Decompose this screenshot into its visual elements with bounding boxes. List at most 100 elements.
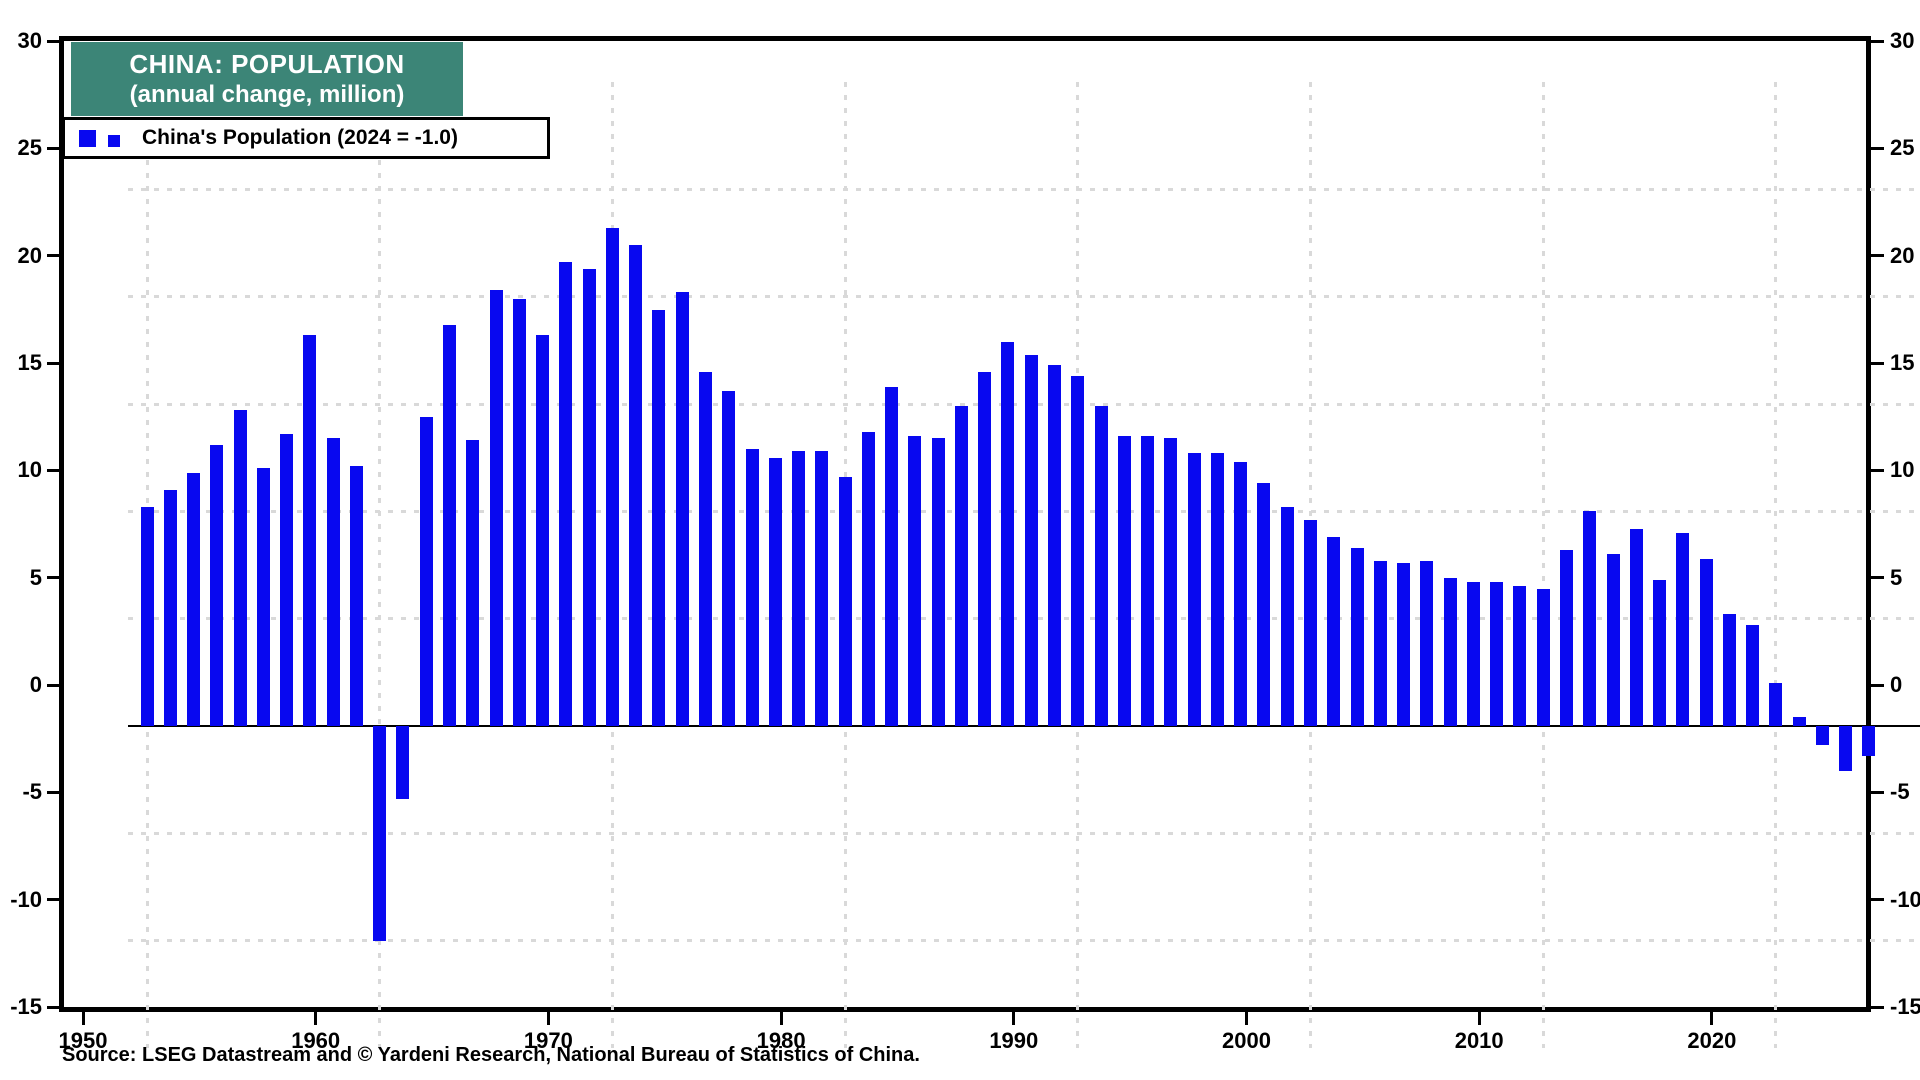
bar-1972: [652, 309, 666, 726]
bar-1954: [233, 410, 247, 726]
zero-line: [128, 725, 1920, 727]
h-gridline-25: [128, 187, 1920, 191]
bar-2016: [1676, 532, 1690, 726]
y-axis-label-left-0: 0: [29, 672, 42, 697]
y-axis-label-left-10: 10: [17, 457, 42, 483]
legend-marker-large-icon: [79, 129, 96, 147]
bar-1973: [675, 292, 689, 726]
bar-2009: [1513, 586, 1527, 726]
bar-1989: [1048, 365, 1062, 726]
y-axis-label-left--10: -10: [10, 886, 42, 912]
y-tick-left-20: [47, 254, 60, 258]
y-axis-label-right--5: -5: [1890, 779, 1910, 805]
h-gridline-10: [128, 509, 1920, 513]
bar-1951: [163, 489, 177, 726]
y-axis-label-right-0: 0: [1890, 672, 1903, 697]
y-axis-label-left-25: 25: [17, 135, 42, 161]
bar-2011: [1559, 549, 1573, 726]
bar-2003: [1373, 560, 1387, 726]
y-tick-right--10: [1871, 898, 1884, 902]
bar-1969: [582, 268, 596, 726]
y-tick-left-15: [47, 361, 60, 365]
bar-1965: [489, 290, 503, 726]
y-axis-label-left--15: -15: [10, 994, 42, 1019]
bar-1966: [512, 298, 526, 726]
bar-1981: [861, 431, 875, 726]
x-axis-label-1950: 1950: [58, 1028, 108, 1053]
h-gridline-15: [128, 402, 1920, 406]
bar-2020: [1769, 683, 1783, 726]
y-axis-label-left-20: 20: [17, 242, 42, 268]
x-tick-1960: [314, 1012, 318, 1025]
y-axis-label-right--10: -10: [1890, 886, 1920, 912]
bar-1957: [303, 335, 317, 726]
y-axis-label-right-10: 10: [1890, 457, 1915, 483]
bar-1971: [629, 245, 643, 726]
y-tick-right-5: [1871, 576, 1884, 580]
bar-1987: [1001, 341, 1015, 726]
bar-1985: [954, 406, 968, 726]
y-axis-label-left-15: 15: [17, 350, 42, 375]
bar-2023: [1839, 726, 1853, 772]
bar-1979: [815, 451, 829, 726]
y-tick-left--10: [47, 898, 60, 902]
bar-1975: [722, 391, 736, 726]
bar-2013: [1606, 554, 1620, 726]
y-tick-right-10: [1871, 468, 1884, 472]
y-axis-label-left-5: 5: [29, 564, 42, 590]
x-tick-2020: [1710, 1012, 1714, 1025]
bar-1950: [140, 507, 154, 726]
x-axis-label-1970: 1970: [523, 1028, 573, 1053]
bar-2021: [1792, 717, 1806, 726]
y-tick-right-15: [1871, 361, 1884, 365]
bar-1982: [885, 386, 899, 726]
bar-1996: [1210, 453, 1224, 726]
bar-1998: [1257, 483, 1271, 726]
y-tick-right--15: [1871, 1005, 1884, 1009]
bar-1962: [419, 416, 433, 726]
bar-1964: [466, 440, 480, 726]
y-axis-label-right-15: 15: [1890, 350, 1915, 375]
bar-1953: [210, 444, 224, 726]
x-tick-1990: [1012, 1012, 1016, 1025]
legend-box: China's Population (2024 = -1.0): [62, 117, 550, 159]
bar-2017: [1699, 558, 1713, 726]
h-gridline--10: [128, 939, 1920, 943]
x-tick-1950: [81, 1012, 85, 1025]
y-tick-right-30: [1871, 39, 1884, 43]
x-axis-label-1980: 1980: [756, 1028, 806, 1053]
x-tick-2000: [1245, 1012, 1248, 1025]
y-tick-left-30: [47, 39, 60, 43]
x-axis-label-2010: 2010: [1454, 1028, 1504, 1053]
x-axis-label-1990: 1990: [989, 1028, 1039, 1053]
bar-1990: [1071, 376, 1085, 726]
bar-1997: [1234, 461, 1248, 726]
bar-1968: [559, 262, 573, 726]
bar-2019: [1746, 625, 1760, 726]
h-gridline--5: [128, 831, 1920, 835]
y-tick-right-0: [1871, 683, 1884, 687]
h-gridline-5: [128, 617, 1920, 621]
bar-2014: [1629, 528, 1643, 726]
y-tick-right-20: [1871, 254, 1884, 258]
y-tick-left-25: [47, 146, 60, 150]
y-tick-left-0: [47, 683, 60, 687]
bar-2010: [1536, 588, 1550, 726]
legend-marker-small-icon: [108, 135, 120, 147]
bar-1992: [1117, 436, 1131, 726]
bar-1961: [396, 726, 410, 799]
v-gridline-2010: [1541, 82, 1545, 1048]
bar-2018: [1722, 614, 1736, 726]
y-tick-left--15: [47, 1005, 60, 1009]
v-gridline-2020: [1774, 82, 1778, 1048]
bar-2002: [1350, 547, 1364, 726]
bar-1959: [349, 466, 363, 726]
bar-2012: [1583, 511, 1597, 726]
chart-title-box: CHINA: POPULATION (annual change, millio…: [71, 42, 463, 116]
bar-1960: [373, 726, 387, 941]
bar-1980: [838, 476, 852, 726]
bar-2005: [1420, 560, 1434, 726]
y-axis-label-left--5: -5: [22, 779, 42, 805]
y-tick-left-10: [47, 468, 60, 472]
